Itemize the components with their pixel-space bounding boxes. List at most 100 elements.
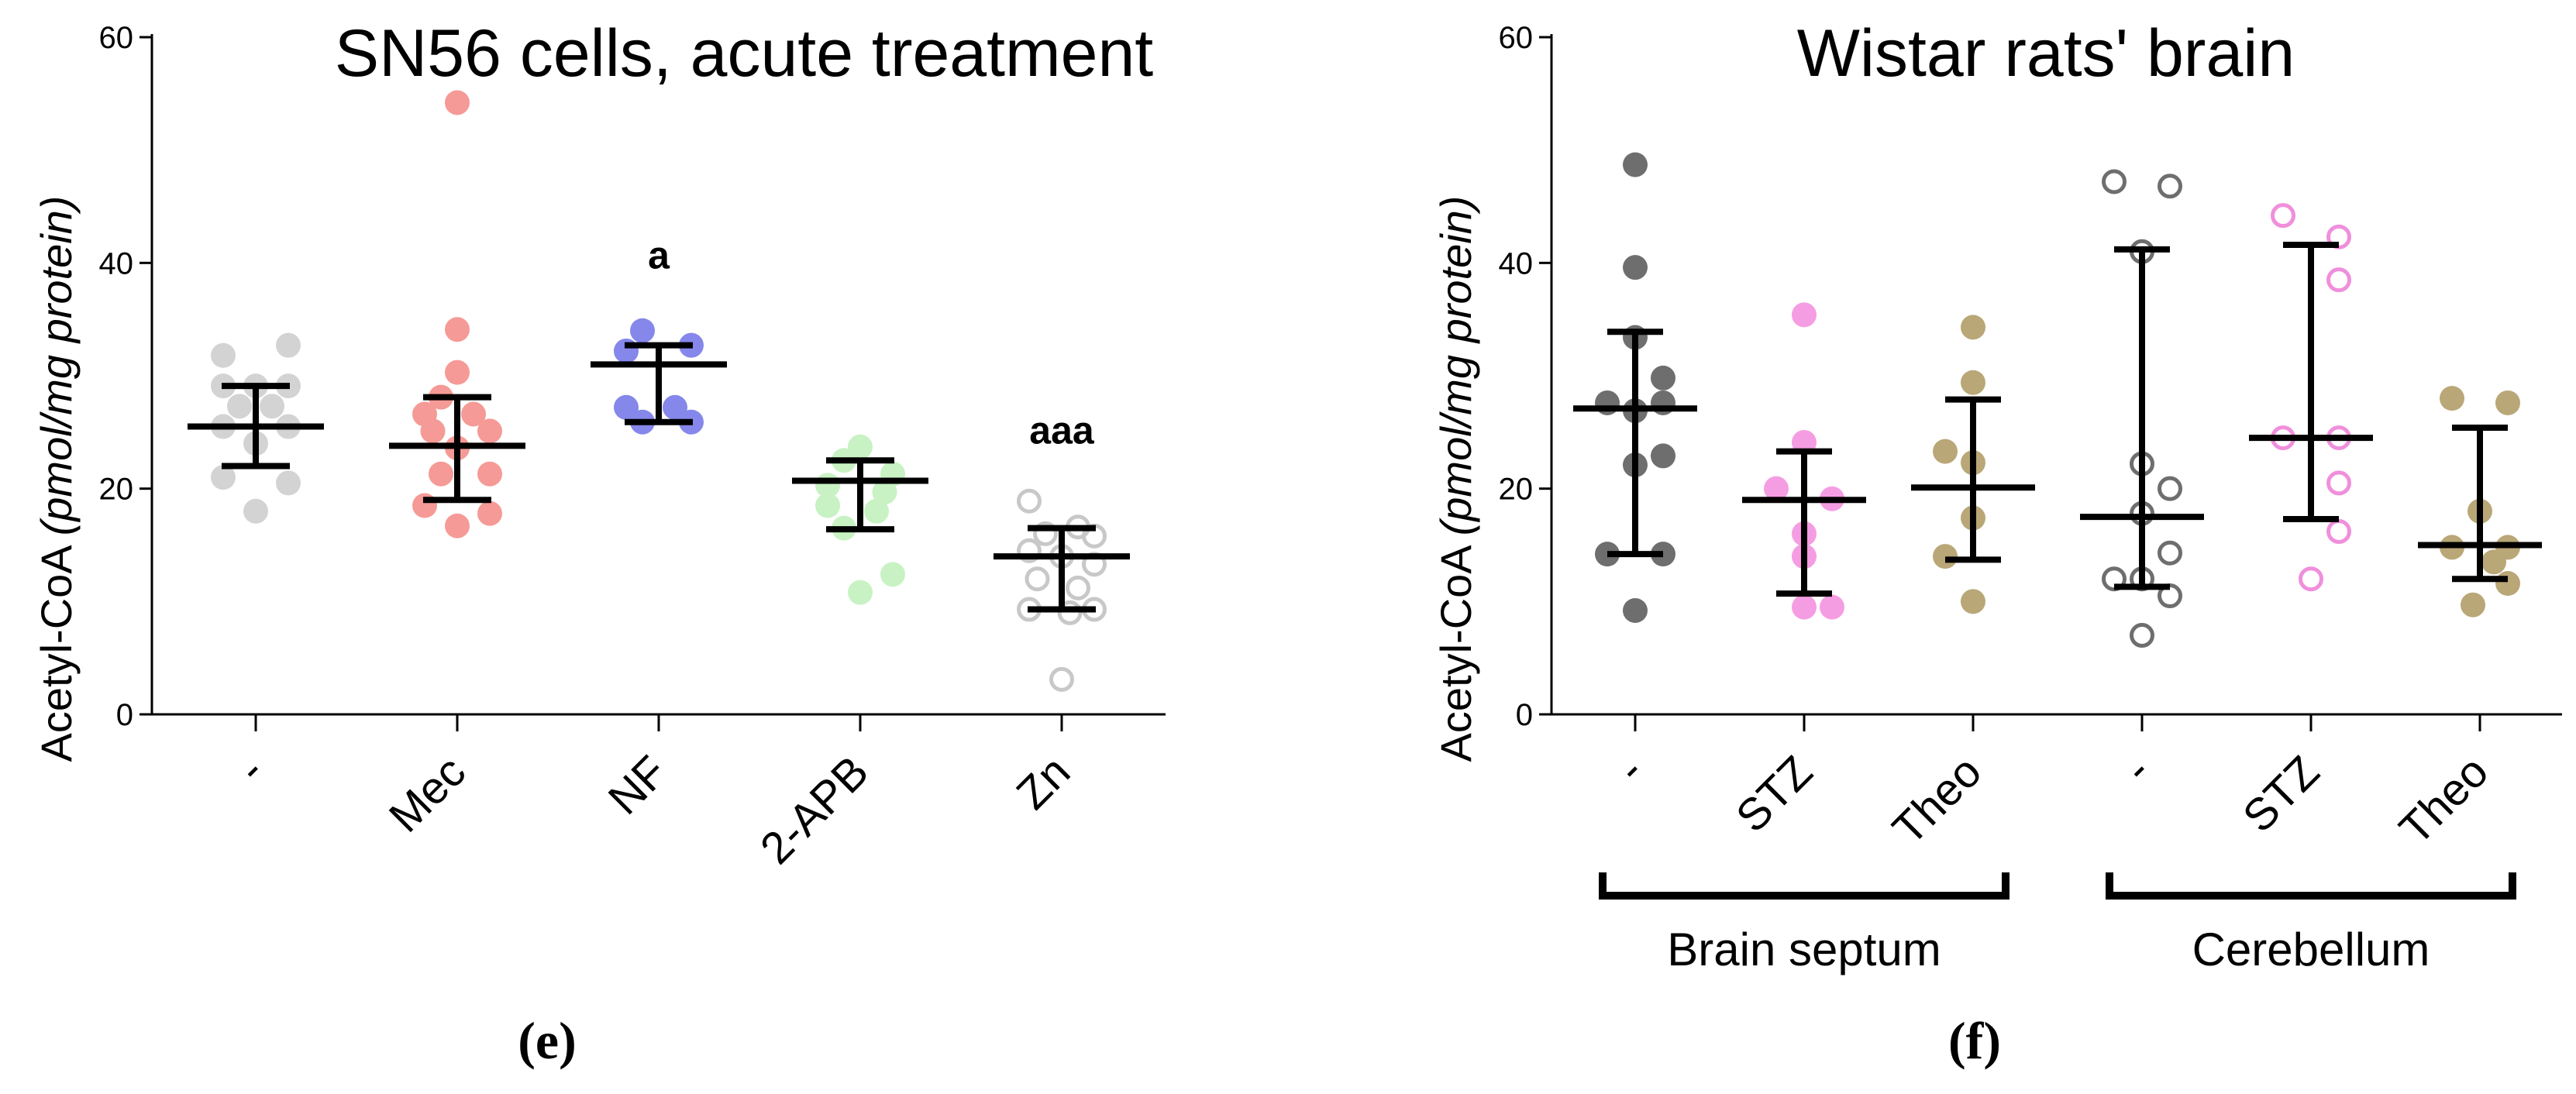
y-axis-label-text: Acetyl-CoA (1431, 545, 1480, 762)
data-point (445, 90, 470, 115)
data-point (1651, 365, 1675, 390)
data-point (477, 461, 502, 487)
data-point (2440, 386, 2464, 411)
data-point (1961, 589, 1985, 614)
x-tick-label: Theo (2390, 746, 2498, 854)
group-bracket (2106, 872, 2516, 900)
data-point (872, 480, 897, 505)
chart-panel-f: Wistar rats' brain Acetyl-CoA (pmol/mg pr… (1431, 16, 2562, 1070)
data-point (2158, 174, 2182, 199)
x-tick-label: - (2114, 746, 2161, 793)
data-point (1025, 566, 1050, 592)
data-point (1017, 538, 1042, 563)
data-series (591, 318, 727, 435)
data-point (2495, 390, 2520, 415)
x-tick-label: - (228, 746, 274, 793)
data-point (2481, 549, 2506, 575)
data-point (848, 580, 873, 605)
data-point (1623, 152, 1648, 177)
data-point (2158, 540, 2182, 566)
data-point (1057, 600, 1083, 625)
data-point (2158, 476, 2182, 501)
data-point (2102, 169, 2127, 194)
data-series (1911, 315, 2035, 614)
data-point (276, 332, 301, 358)
x-tick-label: NF (599, 746, 677, 824)
y-tick-label: 20 (1499, 473, 1534, 507)
data-point (243, 498, 268, 524)
data-point (1820, 594, 1844, 620)
data-point (1049, 666, 1074, 692)
chart-panel-e: SN56 cells, acute treatment Acetyl-CoA (p… (32, 16, 1166, 1070)
group-bracket (1599, 872, 2009, 900)
panel-label: (f) (1948, 1011, 2001, 1070)
data-point (445, 317, 470, 342)
y-axis-label-unit: (pmol/mg protein) (1431, 196, 1480, 536)
y-axis-label-unit: (pmol/mg protein) (32, 196, 81, 536)
data-point (477, 418, 502, 444)
data-point (1623, 597, 1648, 623)
y-tick-label: 20 (99, 473, 134, 507)
data-point (420, 418, 446, 444)
data-point (1033, 521, 1058, 546)
x-tick-label: - (1607, 746, 1654, 793)
data-point (1933, 439, 1958, 464)
significance-annotation: a (648, 234, 670, 277)
significance-annotation: aaa (1029, 408, 1095, 452)
data-point (2271, 203, 2295, 229)
data-point (848, 434, 873, 459)
data-point (815, 493, 840, 518)
y-axis-label-text: Acetyl-CoA (32, 545, 81, 762)
data-point (1651, 443, 1675, 469)
data-series (2249, 203, 2373, 592)
data-point (1961, 315, 1985, 340)
chart-title: SN56 cells, acute treatment (335, 16, 1154, 91)
data-point (663, 394, 687, 420)
data-point (1961, 370, 1985, 395)
data-point (2299, 566, 2323, 592)
x-tick-label: Mec (380, 746, 475, 841)
data-point (2326, 519, 2351, 545)
data-point (2326, 267, 2351, 293)
data-point (429, 461, 453, 487)
y-axis-label: Acetyl-CoA (pmol/mg protein) (32, 196, 81, 762)
data-series (1742, 302, 1866, 620)
data-point (1792, 594, 1817, 620)
data-point (461, 401, 486, 427)
data-series (994, 488, 1130, 692)
y-tick-label: 60 (1499, 21, 1534, 55)
data-point (2461, 592, 2485, 618)
plot-area: 0 20 40 60 - STZ Theo - STZ Theo (1499, 21, 2562, 855)
data-point (227, 394, 252, 419)
data-point (1066, 575, 1090, 600)
data-point (211, 465, 236, 490)
x-tick-label: STZ (2233, 746, 2329, 841)
data-point (211, 342, 236, 368)
data-series (389, 90, 525, 538)
data-point (880, 562, 905, 587)
data-point (276, 470, 301, 496)
data-point (614, 394, 639, 420)
x-tick-label: STZ (1727, 746, 1822, 841)
chart-title: Wistar rats' brain (1797, 16, 2295, 91)
data-series (2080, 169, 2204, 648)
data-point (1933, 544, 1958, 569)
data-series (792, 434, 928, 605)
data-point (864, 498, 889, 524)
data-point (1017, 488, 1042, 514)
data-point (630, 318, 655, 343)
data-series (2418, 386, 2542, 618)
data-point (2326, 470, 2351, 496)
data-point (2130, 623, 2154, 648)
data-point (477, 501, 502, 526)
x-tick-label: Theo (1883, 746, 1991, 854)
data-point (1764, 476, 1789, 501)
y-tick-label: 0 (1516, 698, 1533, 732)
group-label: Cerebellum (2192, 924, 2430, 975)
data-series (188, 332, 324, 524)
data-point (260, 394, 284, 419)
panel-label: (e) (518, 1011, 576, 1070)
data-point (1623, 255, 1648, 280)
y-tick-label: 40 (99, 246, 134, 280)
